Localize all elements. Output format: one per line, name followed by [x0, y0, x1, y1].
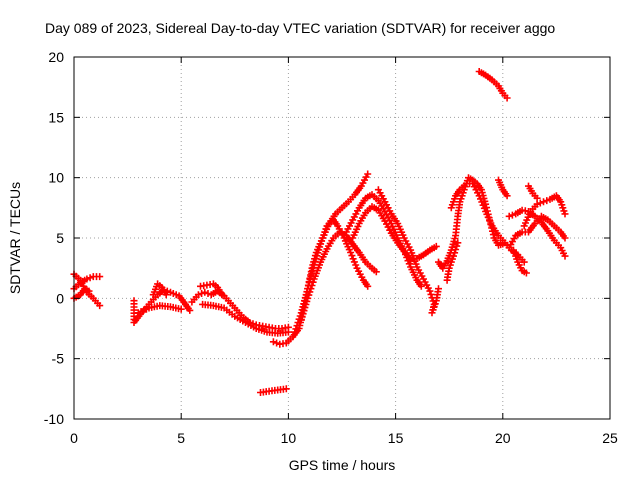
- x-tick-label: 10: [281, 430, 297, 446]
- y-axis-label: SDTVAR / TECUs: [7, 182, 23, 294]
- y-tick-label: 15: [48, 109, 64, 125]
- data-point-marks: [134, 302, 185, 317]
- data-point-marks: [149, 280, 170, 299]
- series-s10: [257, 385, 290, 396]
- y-tick-label: 10: [48, 170, 64, 186]
- series-s22: [505, 212, 569, 252]
- series-s20: [475, 68, 511, 102]
- series-s07: [188, 287, 292, 332]
- data-point-marks: [525, 182, 541, 202]
- series-s24: [520, 192, 569, 230]
- x-tick-label: 0: [70, 430, 78, 446]
- series-s17: [435, 174, 507, 272]
- data-points: [70, 68, 569, 396]
- y-tick-label: 5: [56, 230, 64, 246]
- series-s05: [134, 302, 185, 317]
- data-point-marks: [475, 68, 511, 102]
- series-s14: [342, 191, 425, 290]
- series-s08: [197, 280, 226, 299]
- series-s09: [199, 300, 292, 337]
- y-tick-label: 0: [56, 290, 64, 306]
- data-point-marks: [342, 191, 425, 290]
- x-axis-label: GPS time / hours: [289, 457, 396, 473]
- x-tick-label: 15: [388, 430, 404, 446]
- series-s13: [297, 228, 380, 324]
- data-point-marks: [443, 239, 462, 284]
- series-s21: [495, 176, 511, 200]
- series-s06: [149, 280, 170, 299]
- data-point-marks: [435, 174, 507, 272]
- y-tick-label: 20: [48, 49, 64, 65]
- x-tick-label: 5: [177, 430, 185, 446]
- axis-ticks: 0 5 10 15 20 25 -10 -5 0 5 10 15 20: [44, 49, 618, 446]
- data-point-marks: [510, 246, 530, 277]
- series-s26: [510, 246, 530, 277]
- y-tick-label: -10: [44, 411, 64, 427]
- data-point-marks: [374, 186, 442, 317]
- series-s25: [525, 182, 541, 202]
- data-point-marks: [520, 192, 569, 230]
- data-point-marks: [199, 300, 292, 337]
- series-s16: [374, 186, 442, 317]
- data-point-marks: [297, 228, 380, 324]
- data-point-marks: [257, 385, 290, 396]
- data-point-marks: [495, 176, 511, 200]
- series-s19: [443, 239, 462, 284]
- x-tick-label: 25: [602, 430, 618, 446]
- data-point-marks: [188, 287, 292, 332]
- y-tick-label: -5: [52, 351, 65, 367]
- data-point-marks: [197, 280, 226, 299]
- x-tick-label: 20: [495, 430, 511, 446]
- data-point-marks: [505, 212, 569, 252]
- chart-title: Day 089 of 2023, Sidereal Day-to-day VTE…: [45, 20, 555, 36]
